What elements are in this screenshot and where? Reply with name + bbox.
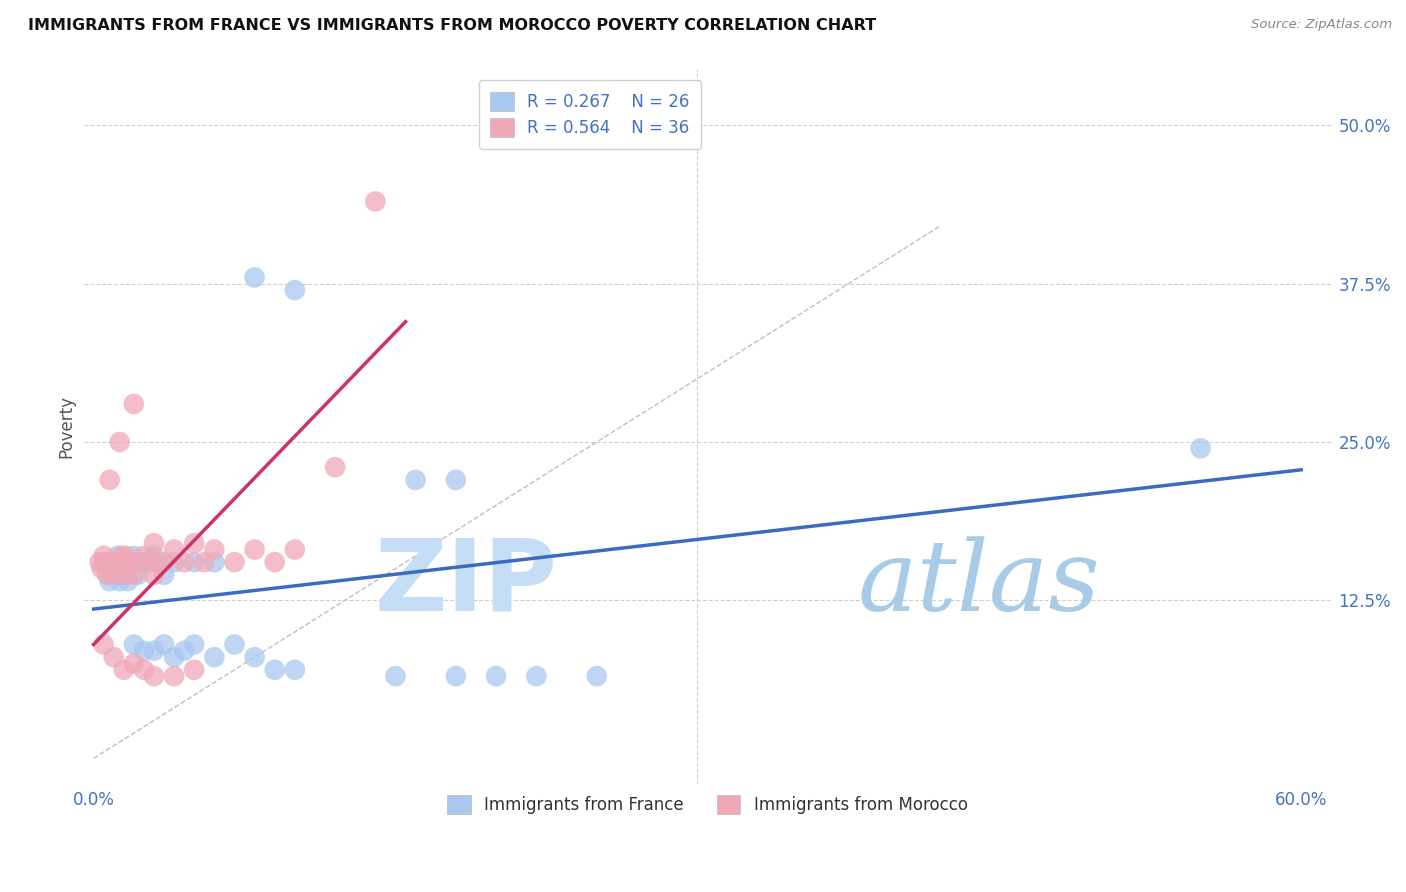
Point bbox=[284, 663, 307, 677]
Point bbox=[112, 663, 135, 677]
Point bbox=[143, 669, 166, 683]
Point bbox=[122, 397, 145, 411]
Point bbox=[114, 561, 136, 575]
Point bbox=[111, 549, 134, 563]
Point bbox=[405, 473, 427, 487]
Point bbox=[103, 555, 125, 569]
Point bbox=[97, 567, 120, 582]
Point bbox=[108, 434, 131, 449]
Point bbox=[122, 657, 145, 671]
Point bbox=[183, 536, 205, 550]
Point bbox=[143, 536, 166, 550]
Point bbox=[143, 567, 166, 582]
Point bbox=[202, 542, 225, 557]
Point bbox=[117, 574, 139, 589]
Point bbox=[243, 650, 266, 665]
Point bbox=[173, 644, 195, 658]
Point bbox=[112, 555, 135, 569]
Point bbox=[118, 555, 141, 569]
Point bbox=[153, 555, 176, 569]
Point bbox=[127, 567, 149, 582]
Point bbox=[384, 669, 406, 683]
Text: atlas: atlas bbox=[858, 536, 1099, 632]
Point bbox=[163, 650, 186, 665]
Point bbox=[112, 555, 135, 569]
Point bbox=[153, 638, 176, 652]
Point bbox=[183, 638, 205, 652]
Point bbox=[122, 567, 145, 582]
Point bbox=[93, 638, 115, 652]
Point bbox=[108, 574, 131, 589]
Point bbox=[103, 650, 125, 665]
Point bbox=[284, 283, 307, 297]
Point bbox=[118, 555, 141, 569]
Text: IMMIGRANTS FROM FRANCE VS IMMIGRANTS FROM MOROCCO POVERTY CORRELATION CHART: IMMIGRANTS FROM FRANCE VS IMMIGRANTS FRO… bbox=[28, 18, 876, 33]
Point bbox=[1189, 442, 1212, 456]
Point bbox=[163, 555, 186, 569]
Point bbox=[243, 270, 266, 285]
Point bbox=[100, 561, 122, 575]
Point bbox=[444, 669, 467, 683]
Point bbox=[132, 663, 155, 677]
Point bbox=[224, 638, 246, 652]
Point bbox=[103, 555, 125, 569]
Point bbox=[139, 555, 162, 569]
Point bbox=[132, 644, 155, 658]
Point bbox=[93, 549, 115, 563]
Point bbox=[153, 567, 176, 582]
Point bbox=[127, 555, 149, 569]
Point bbox=[100, 561, 122, 575]
Point bbox=[444, 473, 467, 487]
Legend: Immigrants from France, Immigrants from Morocco: Immigrants from France, Immigrants from … bbox=[436, 783, 980, 825]
Point bbox=[132, 549, 155, 563]
Point bbox=[111, 567, 134, 582]
Point bbox=[263, 663, 285, 677]
Point bbox=[173, 555, 195, 569]
Text: ZIP: ZIP bbox=[375, 535, 558, 632]
Y-axis label: Poverty: Poverty bbox=[58, 394, 75, 458]
Point bbox=[323, 460, 346, 475]
Point bbox=[107, 555, 129, 569]
Point bbox=[97, 567, 120, 582]
Point bbox=[89, 555, 111, 569]
Point bbox=[117, 567, 139, 582]
Point bbox=[202, 650, 225, 665]
Point bbox=[98, 473, 121, 487]
Point bbox=[94, 555, 117, 569]
Point bbox=[263, 555, 285, 569]
Point bbox=[143, 644, 166, 658]
Point bbox=[224, 555, 246, 569]
Point bbox=[485, 669, 508, 683]
Point bbox=[524, 669, 547, 683]
Point bbox=[193, 555, 215, 569]
Point bbox=[163, 542, 186, 557]
Point bbox=[122, 638, 145, 652]
Point bbox=[98, 574, 121, 589]
Point bbox=[202, 555, 225, 569]
Point bbox=[132, 555, 155, 569]
Point bbox=[114, 549, 136, 563]
Point bbox=[104, 567, 127, 582]
Point bbox=[163, 669, 186, 683]
Point bbox=[143, 549, 166, 563]
Point bbox=[183, 555, 205, 569]
Point bbox=[284, 542, 307, 557]
Point bbox=[243, 542, 266, 557]
Point bbox=[104, 567, 127, 582]
Text: Source: ZipAtlas.com: Source: ZipAtlas.com bbox=[1251, 18, 1392, 31]
Point bbox=[90, 561, 112, 575]
Point bbox=[122, 549, 145, 563]
Point bbox=[183, 663, 205, 677]
Point bbox=[585, 669, 607, 683]
Point bbox=[146, 555, 169, 569]
Point bbox=[93, 555, 115, 569]
Point bbox=[364, 194, 387, 209]
Point bbox=[107, 549, 129, 563]
